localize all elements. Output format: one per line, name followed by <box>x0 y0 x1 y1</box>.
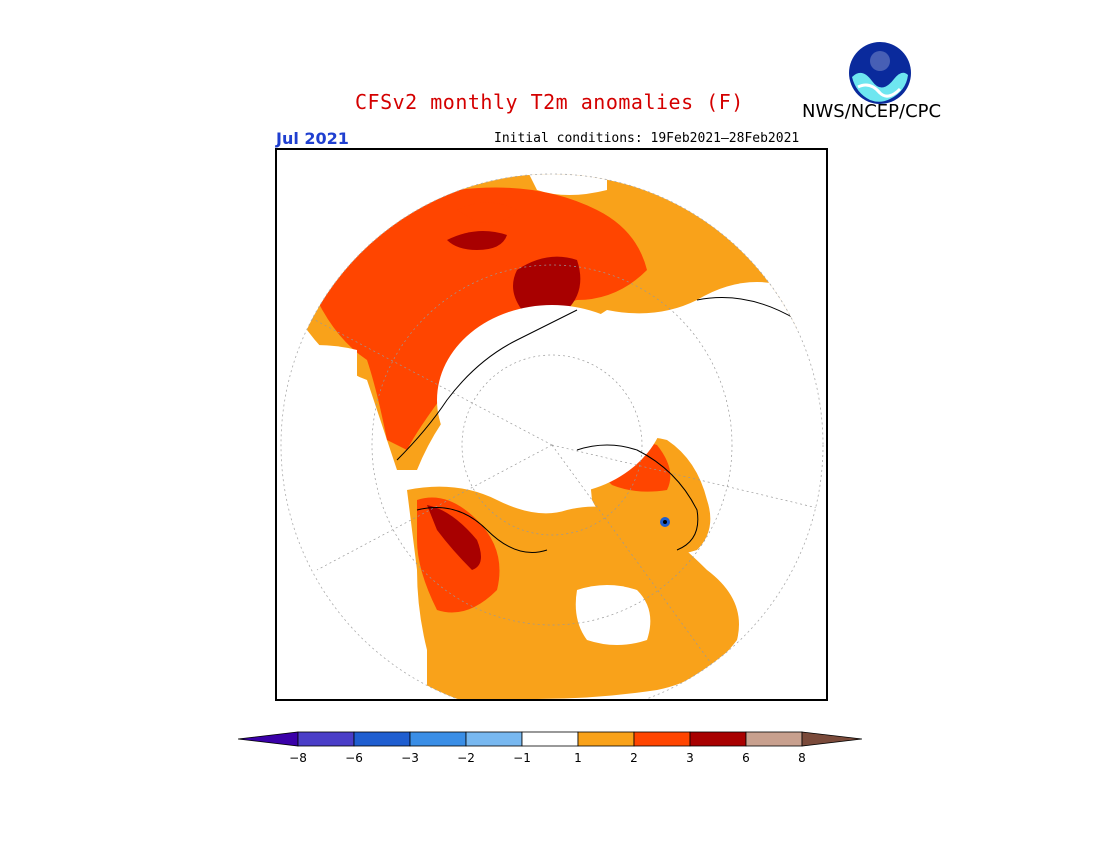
arctic-ocean <box>437 305 667 495</box>
polar-map <box>280 173 824 699</box>
colorbar <box>237 728 863 754</box>
colorbar-label: 3 <box>686 751 694 765</box>
forecast-month: Jul 2021 <box>276 129 349 148</box>
alaska-hot-spot <box>427 505 481 570</box>
colorbar-label: 6 <box>742 751 750 765</box>
colorbar-label: 2 <box>630 751 638 765</box>
colorbar-label: 1 <box>574 751 582 765</box>
siberia-hot-spot <box>513 256 581 318</box>
colorbar-label: 8 <box>798 751 806 765</box>
colorbar-label: −2 <box>457 751 475 765</box>
map-frame <box>275 148 828 701</box>
colorbar-label: −6 <box>345 751 363 765</box>
initial-conditions: Initial conditions: 19Feb2021–28Feb2021 <box>494 131 800 146</box>
colorbar-label: −8 <box>289 751 307 765</box>
agency-label: NWS/NCEP/CPC <box>802 101 942 122</box>
chart-title: CFSv2 monthly T2m anomalies (F) <box>355 90 744 114</box>
colorbar-label: −3 <box>401 751 419 765</box>
colorbar-label: −1 <box>513 751 531 765</box>
noaa-logo <box>848 41 912 109</box>
eurasia-warm-core <box>317 187 647 450</box>
hudson-bay <box>575 585 651 645</box>
